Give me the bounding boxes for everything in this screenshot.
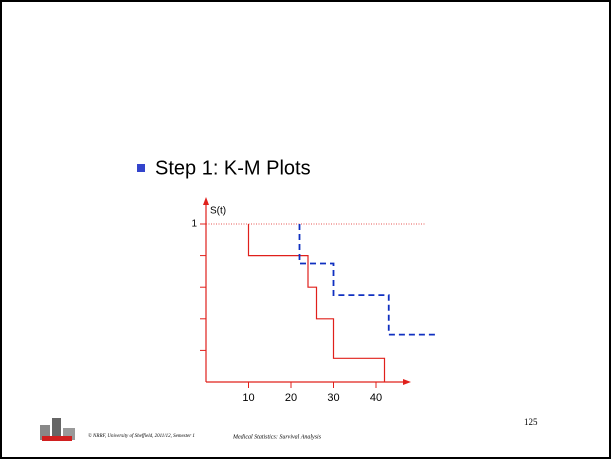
y-axis-label: S(t) [210, 206, 226, 217]
footer-center: Medical Statistics: Survival Analysis [232, 434, 322, 440]
y-axis-arrow [203, 197, 209, 205]
page-number: 125 [524, 417, 538, 427]
logo [40, 418, 75, 441]
x-axis-arrow [403, 379, 411, 385]
bullet-marker [137, 164, 145, 172]
km-plot: S(t) [203, 197, 411, 385]
x-tick-label: 10 [242, 392, 254, 404]
survival-curve [298, 224, 436, 336]
footer-left: © NRRF, University of Sheffield, 2011/12… [88, 433, 195, 439]
y-tick-label: 1 [191, 219, 197, 230]
survival-curve [247, 224, 386, 382]
x-tick-label: 20 [285, 392, 297, 404]
x-tick-label: 40 [370, 392, 382, 404]
bullet-text: Step 1: K-M Plots [155, 157, 311, 179]
x-tick-label: 30 [327, 392, 339, 404]
